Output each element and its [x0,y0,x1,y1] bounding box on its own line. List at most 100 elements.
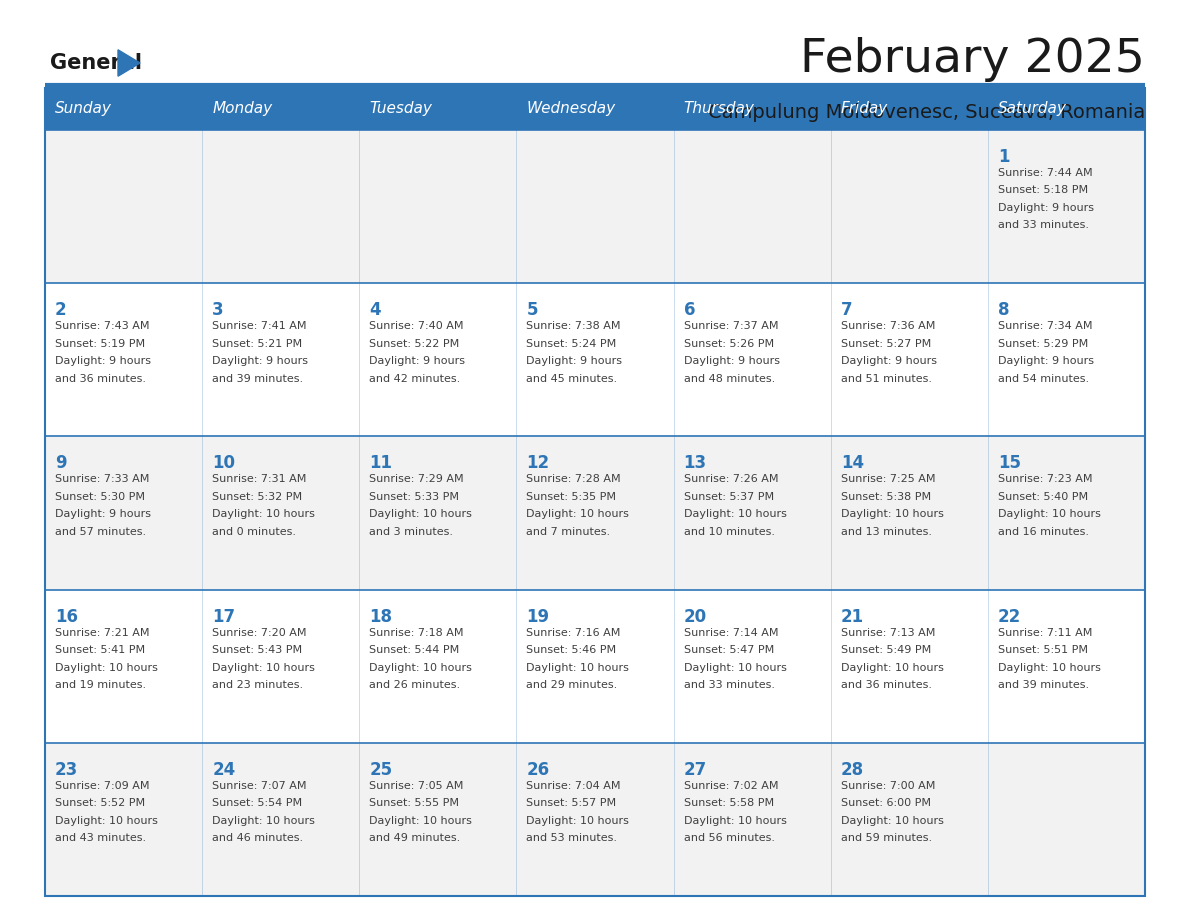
Text: Sunset: 5:40 PM: Sunset: 5:40 PM [998,492,1088,502]
Text: 11: 11 [369,454,392,473]
Text: Sunset: 5:58 PM: Sunset: 5:58 PM [683,799,773,809]
Text: and 48 minutes.: and 48 minutes. [683,374,775,384]
Text: Daylight: 9 hours: Daylight: 9 hours [55,356,151,366]
Text: Sunset: 5:18 PM: Sunset: 5:18 PM [998,185,1088,196]
Text: and 53 minutes.: and 53 minutes. [526,834,618,844]
Text: Daylight: 9 hours: Daylight: 9 hours [526,356,623,366]
Bar [830,743,988,896]
Text: and 33 minutes.: and 33 minutes. [683,680,775,690]
Bar [988,88,1145,130]
Text: Sunrise: 7:20 AM: Sunrise: 7:20 AM [213,628,307,638]
Text: General: General [50,53,143,73]
Text: Sunset: 5:38 PM: Sunset: 5:38 PM [841,492,931,502]
Bar [45,589,202,743]
Text: Daylight: 10 hours: Daylight: 10 hours [841,816,943,826]
Text: 25: 25 [369,761,392,778]
Text: and 59 minutes.: and 59 minutes. [841,834,931,844]
Text: Sunrise: 7:29 AM: Sunrise: 7:29 AM [369,475,463,485]
Bar [988,436,1145,589]
Text: 24: 24 [213,761,235,778]
Bar [45,743,202,896]
Text: Sunset: 5:41 PM: Sunset: 5:41 PM [55,645,145,655]
Text: 21: 21 [841,608,864,625]
Bar [45,283,202,436]
Text: 14: 14 [841,454,864,473]
Bar [45,88,1145,896]
Text: Sunset: 5:27 PM: Sunset: 5:27 PM [841,339,931,349]
Text: 12: 12 [526,454,550,473]
Text: 5: 5 [526,301,538,319]
Text: Daylight: 10 hours: Daylight: 10 hours [683,663,786,673]
Text: and 56 minutes.: and 56 minutes. [683,834,775,844]
Text: Daylight: 9 hours: Daylight: 9 hours [841,356,936,366]
Text: Sunset: 5:51 PM: Sunset: 5:51 PM [998,645,1088,655]
Text: Sunrise: 7:21 AM: Sunrise: 7:21 AM [55,628,150,638]
Text: Sunrise: 7:37 AM: Sunrise: 7:37 AM [683,321,778,331]
Text: Monday: Monday [213,102,272,117]
Bar [359,436,517,589]
Bar [517,589,674,743]
Text: and 10 minutes.: and 10 minutes. [683,527,775,537]
Text: Sunset: 5:49 PM: Sunset: 5:49 PM [841,645,931,655]
Text: Sunrise: 7:16 AM: Sunrise: 7:16 AM [526,628,621,638]
Text: Sunset: 5:22 PM: Sunset: 5:22 PM [369,339,460,349]
Text: Daylight: 10 hours: Daylight: 10 hours [369,816,472,826]
Text: Daylight: 9 hours: Daylight: 9 hours [683,356,779,366]
Text: and 36 minutes.: and 36 minutes. [841,680,931,690]
Text: Sunset: 5:35 PM: Sunset: 5:35 PM [526,492,617,502]
Text: Daylight: 10 hours: Daylight: 10 hours [55,816,158,826]
Bar [830,88,988,130]
Text: Sunrise: 7:31 AM: Sunrise: 7:31 AM [213,475,307,485]
Text: Daylight: 10 hours: Daylight: 10 hours [841,663,943,673]
Text: and 39 minutes.: and 39 minutes. [213,374,303,384]
Text: 17: 17 [213,608,235,625]
Text: 1: 1 [998,148,1010,166]
Text: Daylight: 10 hours: Daylight: 10 hours [683,816,786,826]
Text: and 49 minutes.: and 49 minutes. [369,834,461,844]
Polygon shape [118,50,140,76]
Text: Sunrise: 7:13 AM: Sunrise: 7:13 AM [841,628,935,638]
Text: Daylight: 10 hours: Daylight: 10 hours [369,509,472,520]
Text: Daylight: 9 hours: Daylight: 9 hours [369,356,466,366]
Text: and 7 minutes.: and 7 minutes. [526,527,611,537]
Text: Sunset: 5:44 PM: Sunset: 5:44 PM [369,645,460,655]
Text: Daylight: 10 hours: Daylight: 10 hours [998,509,1101,520]
Bar [202,88,359,130]
Text: and 54 minutes.: and 54 minutes. [998,374,1089,384]
Text: and 46 minutes.: and 46 minutes. [213,834,303,844]
Text: and 23 minutes.: and 23 minutes. [213,680,303,690]
Text: Sunset: 6:00 PM: Sunset: 6:00 PM [841,799,930,809]
Text: Sunset: 5:32 PM: Sunset: 5:32 PM [213,492,302,502]
Text: 3: 3 [213,301,223,319]
Text: 13: 13 [683,454,707,473]
Text: and 3 minutes.: and 3 minutes. [369,527,454,537]
Text: Sunset: 5:29 PM: Sunset: 5:29 PM [998,339,1088,349]
Text: Sunset: 5:57 PM: Sunset: 5:57 PM [526,799,617,809]
Text: 7: 7 [841,301,852,319]
Text: 27: 27 [683,761,707,778]
Text: Daylight: 10 hours: Daylight: 10 hours [998,663,1101,673]
Bar [517,436,674,589]
Bar [988,589,1145,743]
Text: Sunday: Sunday [55,102,112,117]
Text: Sunset: 5:21 PM: Sunset: 5:21 PM [213,339,302,349]
Text: 6: 6 [683,301,695,319]
Bar [674,130,830,283]
Text: Sunrise: 7:02 AM: Sunrise: 7:02 AM [683,781,778,790]
Bar [517,743,674,896]
Text: Sunrise: 7:41 AM: Sunrise: 7:41 AM [213,321,307,331]
Text: Sunrise: 7:43 AM: Sunrise: 7:43 AM [55,321,150,331]
Text: Sunset: 5:19 PM: Sunset: 5:19 PM [55,339,145,349]
Text: Sunrise: 7:14 AM: Sunrise: 7:14 AM [683,628,778,638]
Text: Sunset: 5:47 PM: Sunset: 5:47 PM [683,645,773,655]
Text: Sunrise: 7:07 AM: Sunrise: 7:07 AM [213,781,307,790]
Text: 28: 28 [841,761,864,778]
Text: Sunset: 5:54 PM: Sunset: 5:54 PM [213,799,302,809]
Bar [202,743,359,896]
Bar [988,130,1145,283]
Text: Sunset: 5:30 PM: Sunset: 5:30 PM [55,492,145,502]
Bar [517,88,674,130]
Text: 23: 23 [55,761,78,778]
Text: Sunrise: 7:09 AM: Sunrise: 7:09 AM [55,781,150,790]
Text: 2: 2 [55,301,67,319]
